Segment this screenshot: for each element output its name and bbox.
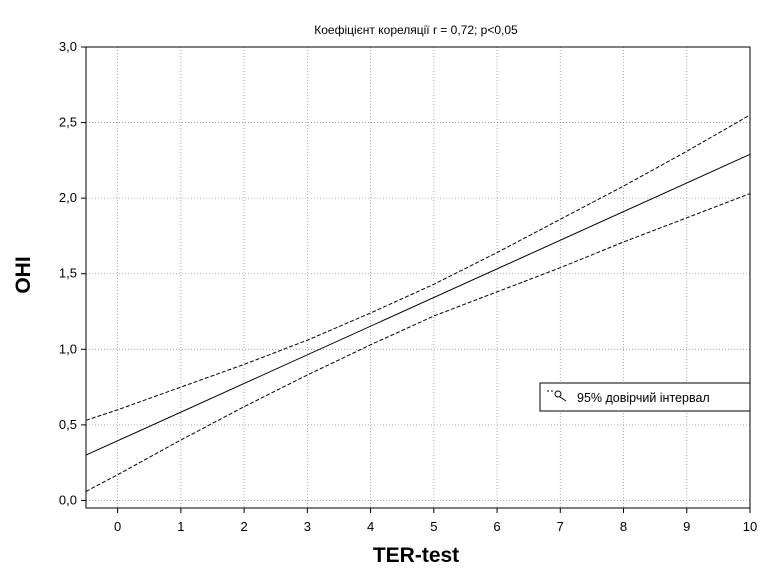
series-regression-line (85, 153, 751, 456)
legend-symbol-icon (547, 390, 567, 402)
y-tick-label: 3,0 (59, 39, 77, 54)
x-axis: 0 1 2 3 4 5 6 7 8 9 10 (114, 508, 757, 534)
legend: 95% довірчий інтервал (539, 382, 751, 412)
x-tick-label: 0 (114, 519, 121, 534)
x-axis-title: TER-test (373, 544, 459, 567)
y-tick-label: 2,5 (59, 115, 77, 130)
grid-lines (86, 47, 750, 508)
y-tick-label: 2,0 (59, 190, 77, 205)
chart-title: Коефіцієнт кореляції r = 0,72; p<0,05 (314, 23, 518, 37)
y-axis: 0,0 0,5 1,0 1,5 2,0 2,5 3,0 (59, 39, 86, 507)
x-tick-label: 4 (367, 519, 374, 534)
x-tick-label: 2 (240, 519, 247, 534)
x-tick-label: 1 (177, 519, 184, 534)
y-tick-label: 0,5 (59, 417, 77, 432)
x-tick-label: 6 (493, 519, 500, 534)
series-ci-upper-line (85, 114, 751, 421)
x-tick-label: 9 (683, 519, 690, 534)
y-tick-label: 0,0 (59, 492, 77, 507)
y-tick-label: 1,5 (59, 266, 77, 281)
x-tick-label: 8 (620, 519, 627, 534)
y-tick-label: 1,0 (59, 341, 77, 356)
series-ci-lower-line (85, 193, 751, 492)
x-tick-label: 5 (430, 519, 437, 534)
x-tick-label: 7 (557, 519, 564, 534)
x-tick-label: 3 (304, 519, 311, 534)
plot-frame (85, 46, 751, 509)
x-tick-label: 10 (743, 519, 757, 534)
legend-box (539, 382, 751, 412)
series-group (85, 114, 751, 492)
legend-label: 95% довірчий інтервал (577, 391, 710, 405)
y-axis-title: OHI (12, 256, 35, 293)
